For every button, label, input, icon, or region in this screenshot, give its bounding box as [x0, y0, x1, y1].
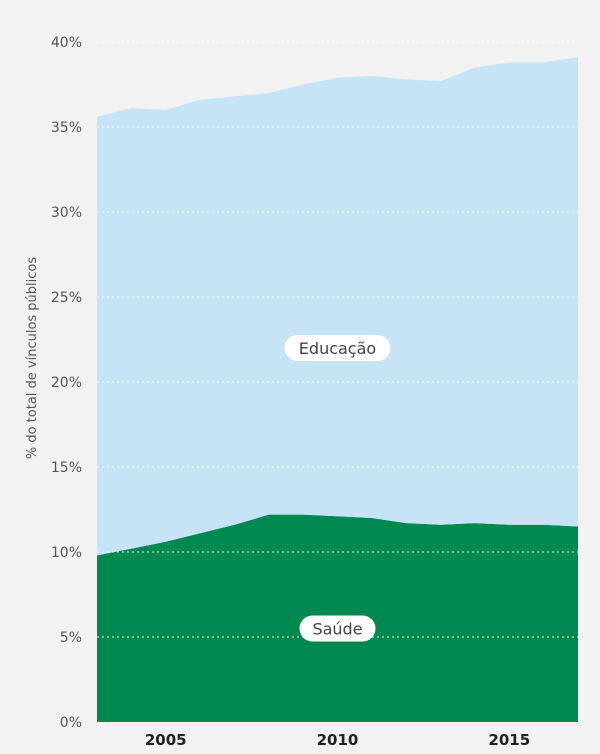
- series-label-text: Saúde: [312, 620, 362, 639]
- area-educacao: [97, 57, 578, 556]
- y-tick-label: 0%: [60, 715, 82, 731]
- y-tick-label: 25%: [51, 290, 82, 306]
- x-tick-label: 2010: [317, 731, 359, 749]
- y-tick-label: 30%: [51, 205, 82, 221]
- x-tick-label: 2015: [488, 731, 530, 749]
- y-axis-ticks: 0% 5% 10% 15% 20% 25% 30% 35% 40%: [51, 35, 82, 731]
- series-labels: Saúde Educação: [284, 335, 391, 642]
- y-tick-label: 5%: [60, 630, 82, 646]
- series-label-text: Educação: [299, 339, 376, 358]
- x-axis-ticks: 2005 2010 2015: [145, 731, 530, 749]
- series-label-background: [299, 615, 376, 642]
- gridlines: [97, 41, 578, 638]
- y-axis-label: % do total de vínculos públicos: [25, 257, 40, 460]
- y-tick-label: 35%: [51, 120, 82, 136]
- x-tick-label: 2005: [145, 731, 187, 749]
- y-tick-label: 40%: [51, 35, 82, 51]
- series-label: Educação: [284, 335, 391, 361]
- series-label: Saúde: [299, 615, 376, 642]
- y-tick-label: 20%: [51, 375, 82, 391]
- y-tick-label: 15%: [51, 460, 82, 476]
- y-tick-label: 10%: [51, 545, 82, 561]
- series-label-background: [284, 335, 391, 361]
